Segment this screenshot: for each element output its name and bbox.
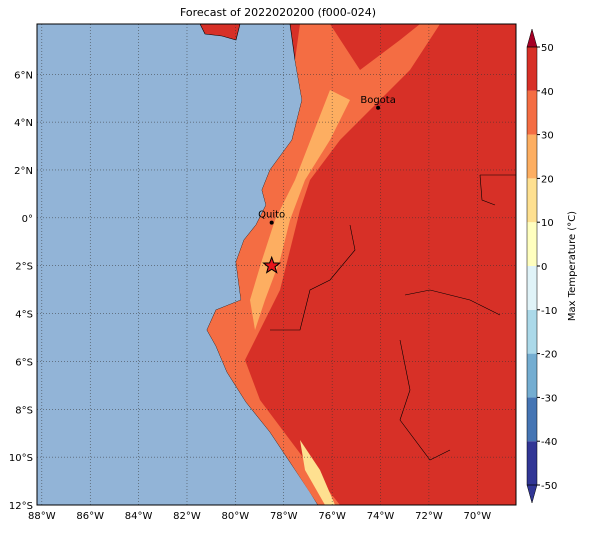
lon-tick-label: 88°W [28, 511, 56, 522]
colorbar-tick-label: -30 [541, 393, 557, 404]
map-frame [36, 23, 517, 506]
colorbar-band [527, 178, 537, 223]
city-label: Bogota [360, 95, 396, 106]
colorbar-label: Max Temperature (°C) [567, 211, 578, 321]
lon-tick-label: 76°W [318, 511, 346, 522]
colorbar-tick-label: 50 [541, 43, 554, 54]
land-panama [199, 24, 241, 41]
city-dot [269, 220, 274, 225]
lon-tick-label: 80°W [222, 511, 250, 522]
lon-tick-label: 74°W [367, 511, 395, 522]
city-label: Quito [258, 210, 285, 221]
lat-tick-label: 8°S [15, 405, 33, 416]
lon-tick-label: 70°W [463, 511, 491, 522]
map-title: Forecast of 2022020200 (f000-024) [180, 6, 376, 19]
lon-tick-label: 82°W [173, 511, 201, 522]
lat-tick-label: 4°S [15, 310, 33, 321]
lat-tick-label: 2°S [15, 262, 33, 273]
colorbar-tick-label: 30 [541, 131, 554, 142]
map-area [37, 24, 516, 505]
colorbar-band [527, 397, 537, 442]
colorbar-extend-high [526, 28, 538, 48]
colorbar-band [527, 353, 537, 398]
colorbar-tick-label: -40 [541, 437, 557, 448]
colorbar-band [527, 441, 537, 485]
lat-tick-label: 0° [22, 214, 33, 225]
location-star [262, 255, 282, 274]
lat-tick-label: 4°N [14, 118, 33, 129]
colorbar-tick-label: -10 [541, 306, 557, 317]
colorbar-band [527, 47, 537, 91]
colorbar-tick-label: -20 [541, 350, 557, 361]
lat-tick-label: 6°N [14, 70, 33, 81]
lon-tick-label: 72°W [415, 511, 443, 522]
borders [270, 174, 516, 461]
lat-tick-label: 6°S [15, 357, 33, 368]
colorbar-extend-low [526, 484, 538, 504]
colorbar-band [527, 134, 537, 179]
lon-tick-label: 86°W [76, 511, 104, 522]
colorbar-tick-label: 10 [541, 218, 554, 229]
lon-tick-label: 78°W [270, 511, 298, 522]
lat-tick-label: 12°S [9, 501, 33, 512]
colorbar-tick-label: 40 [541, 87, 554, 98]
colorbar-band [527, 266, 537, 310]
colorbar-tick-label: -50 [541, 481, 557, 492]
colorbar-tick-label: 0 [541, 262, 547, 273]
colorbar-band [527, 90, 537, 135]
lat-tick-label: 2°N [14, 166, 33, 177]
lon-tick-label: 84°W [125, 511, 153, 522]
colorbar-band [527, 309, 537, 354]
colorbar-band [527, 222, 537, 266]
lat-tick-label: 10°S [9, 453, 33, 464]
city-dot [376, 105, 381, 110]
pale-zone [300, 440, 335, 505]
colorbar-tick-label: 20 [541, 174, 554, 185]
